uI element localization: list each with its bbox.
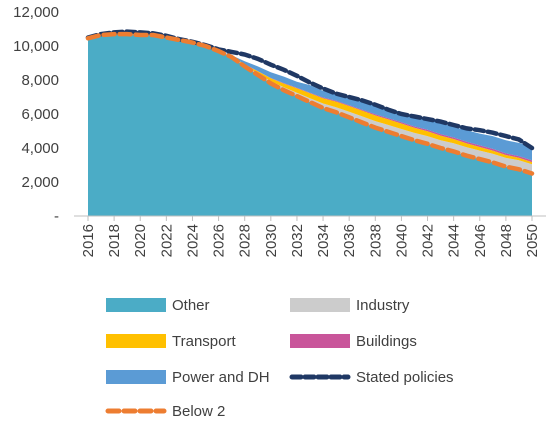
x-tick-label: 2022 bbox=[158, 224, 175, 257]
x-tick-label: 2036 bbox=[341, 224, 358, 257]
x-tick-label: 2048 bbox=[498, 224, 515, 257]
x-tick-label: 2046 bbox=[472, 224, 489, 257]
x-tick-label: 2042 bbox=[420, 224, 437, 257]
y-axis-ticks: - 2,000 4,000 6,000 8,000 10,000 12,000 bbox=[13, 4, 59, 225]
area-industry bbox=[88, 34, 532, 174]
legend-label: Power and DH bbox=[172, 369, 270, 386]
y-tick-label: 4,000 bbox=[21, 140, 59, 157]
legend-swatch bbox=[290, 334, 350, 348]
y-tick-label: 6,000 bbox=[21, 106, 59, 123]
x-tick-label: 2050 bbox=[524, 224, 541, 257]
line-below-2 bbox=[85, 31, 535, 176]
x-tick-label: 2028 bbox=[237, 224, 254, 257]
x-tick-label: 2040 bbox=[393, 224, 410, 257]
legend-swatch bbox=[290, 298, 350, 312]
legend-label: Industry bbox=[356, 297, 410, 314]
x-tick-label: 2020 bbox=[132, 224, 149, 257]
y-tick-label: 2,000 bbox=[21, 174, 59, 191]
legend-label: Stated policies bbox=[356, 369, 454, 386]
y-tick-label: 8,000 bbox=[21, 72, 59, 89]
x-tick-label: 2018 bbox=[106, 224, 123, 257]
legend-item-other: Other bbox=[106, 297, 210, 314]
stacked-areas bbox=[88, 34, 532, 216]
legend-item-industry: Industry bbox=[290, 297, 410, 314]
legend-swatch bbox=[106, 298, 166, 312]
x-tick-label: 2016 bbox=[80, 224, 97, 257]
x-tick-label: 2032 bbox=[289, 224, 306, 257]
legend-item-below-2: Below 2 bbox=[105, 403, 225, 420]
y-tick-label: 10,000 bbox=[13, 38, 59, 55]
y-tick-label: 12,000 bbox=[13, 4, 59, 21]
x-tick-label: 2044 bbox=[446, 224, 463, 257]
legend-item-transport: Transport bbox=[106, 333, 236, 350]
legend-swatch bbox=[106, 334, 166, 348]
legend: Other Industry Transport Buildings Power and… bbox=[105, 297, 454, 420]
x-tick-label: 2024 bbox=[184, 224, 201, 257]
legend-item-stated-policies: Stated policies bbox=[289, 369, 454, 386]
scenario-lines bbox=[85, 29, 535, 176]
area-other bbox=[88, 34, 532, 216]
area-transport bbox=[88, 34, 532, 165]
legend-label: Below 2 bbox=[172, 403, 225, 420]
x-tick-label: 2026 bbox=[211, 224, 228, 257]
x-tick-label: 2030 bbox=[263, 224, 280, 257]
x-tick-label: 2034 bbox=[315, 224, 332, 257]
legend-label: Transport bbox=[172, 333, 236, 350]
legend-item-buildings: Buildings bbox=[290, 333, 417, 350]
x-tick-label: 2038 bbox=[367, 224, 384, 257]
legend-label: Buildings bbox=[356, 333, 417, 350]
y-tick-label: - bbox=[54, 208, 59, 225]
legend-item-power-and-dh: Power and DH bbox=[106, 369, 270, 386]
legend-swatch bbox=[106, 370, 166, 384]
x-axis-ticks: 2016 2018 2020 2022 2024 2026 2028 2030 2032 2034… bbox=[80, 216, 541, 257]
legend-label: Other bbox=[172, 297, 210, 314]
